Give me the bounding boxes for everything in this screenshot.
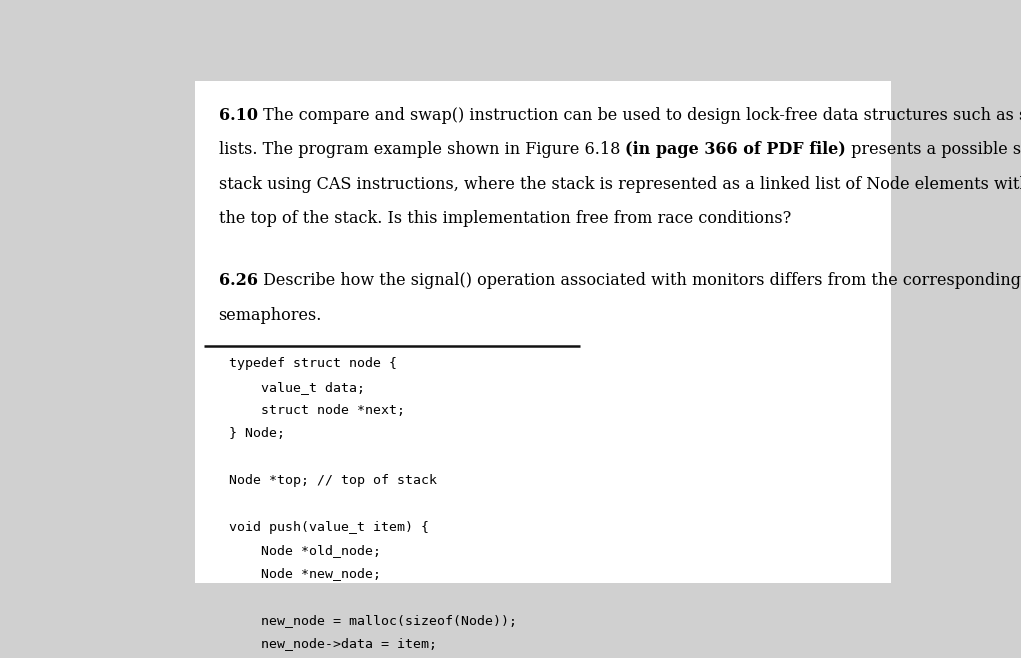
Text: 6.26: 6.26 xyxy=(218,272,257,290)
Text: Node *old_node;: Node *old_node; xyxy=(229,544,381,557)
Text: Node *new_node;: Node *new_node; xyxy=(229,567,381,580)
Text: new_node = malloc(sizeof(Node));: new_node = malloc(sizeof(Node)); xyxy=(229,614,517,627)
Text: new_node->data = item;: new_node->data = item; xyxy=(229,637,437,650)
Text: Node *top; // top of stack: Node *top; // top of stack xyxy=(229,474,437,487)
Text: } Node;: } Node; xyxy=(229,427,285,440)
Text: struct node *next;: struct node *next; xyxy=(229,404,405,417)
Text: the top of the stack. Is this implementation free from race conditions?: the top of the stack. Is this implementa… xyxy=(218,210,791,227)
FancyBboxPatch shape xyxy=(195,82,891,583)
Text: Describe how the signal() operation associated with monitors differs from the co: Describe how the signal() operation asso… xyxy=(257,272,1021,290)
Text: presents a possible solution to a lock-free: presents a possible solution to a lock-f… xyxy=(845,141,1021,159)
Text: value_t data;: value_t data; xyxy=(229,381,364,393)
Text: (in page 366 of PDF file): (in page 366 of PDF file) xyxy=(625,141,845,159)
Text: stack using CAS instructions, where the stack is represented as a linked list of: stack using CAS instructions, where the … xyxy=(218,176,1021,193)
Text: void push(value_t item) {: void push(value_t item) { xyxy=(229,520,429,534)
Text: The compare and swap() instruction can be used to design lock-free data structur: The compare and swap() instruction can b… xyxy=(257,107,1021,124)
Text: 6.10: 6.10 xyxy=(218,107,257,124)
Text: lists. The program example shown in Figure 6.18: lists. The program example shown in Figu… xyxy=(218,141,625,159)
Text: typedef struct node {: typedef struct node { xyxy=(229,357,397,370)
Text: semaphores.: semaphores. xyxy=(218,307,322,324)
